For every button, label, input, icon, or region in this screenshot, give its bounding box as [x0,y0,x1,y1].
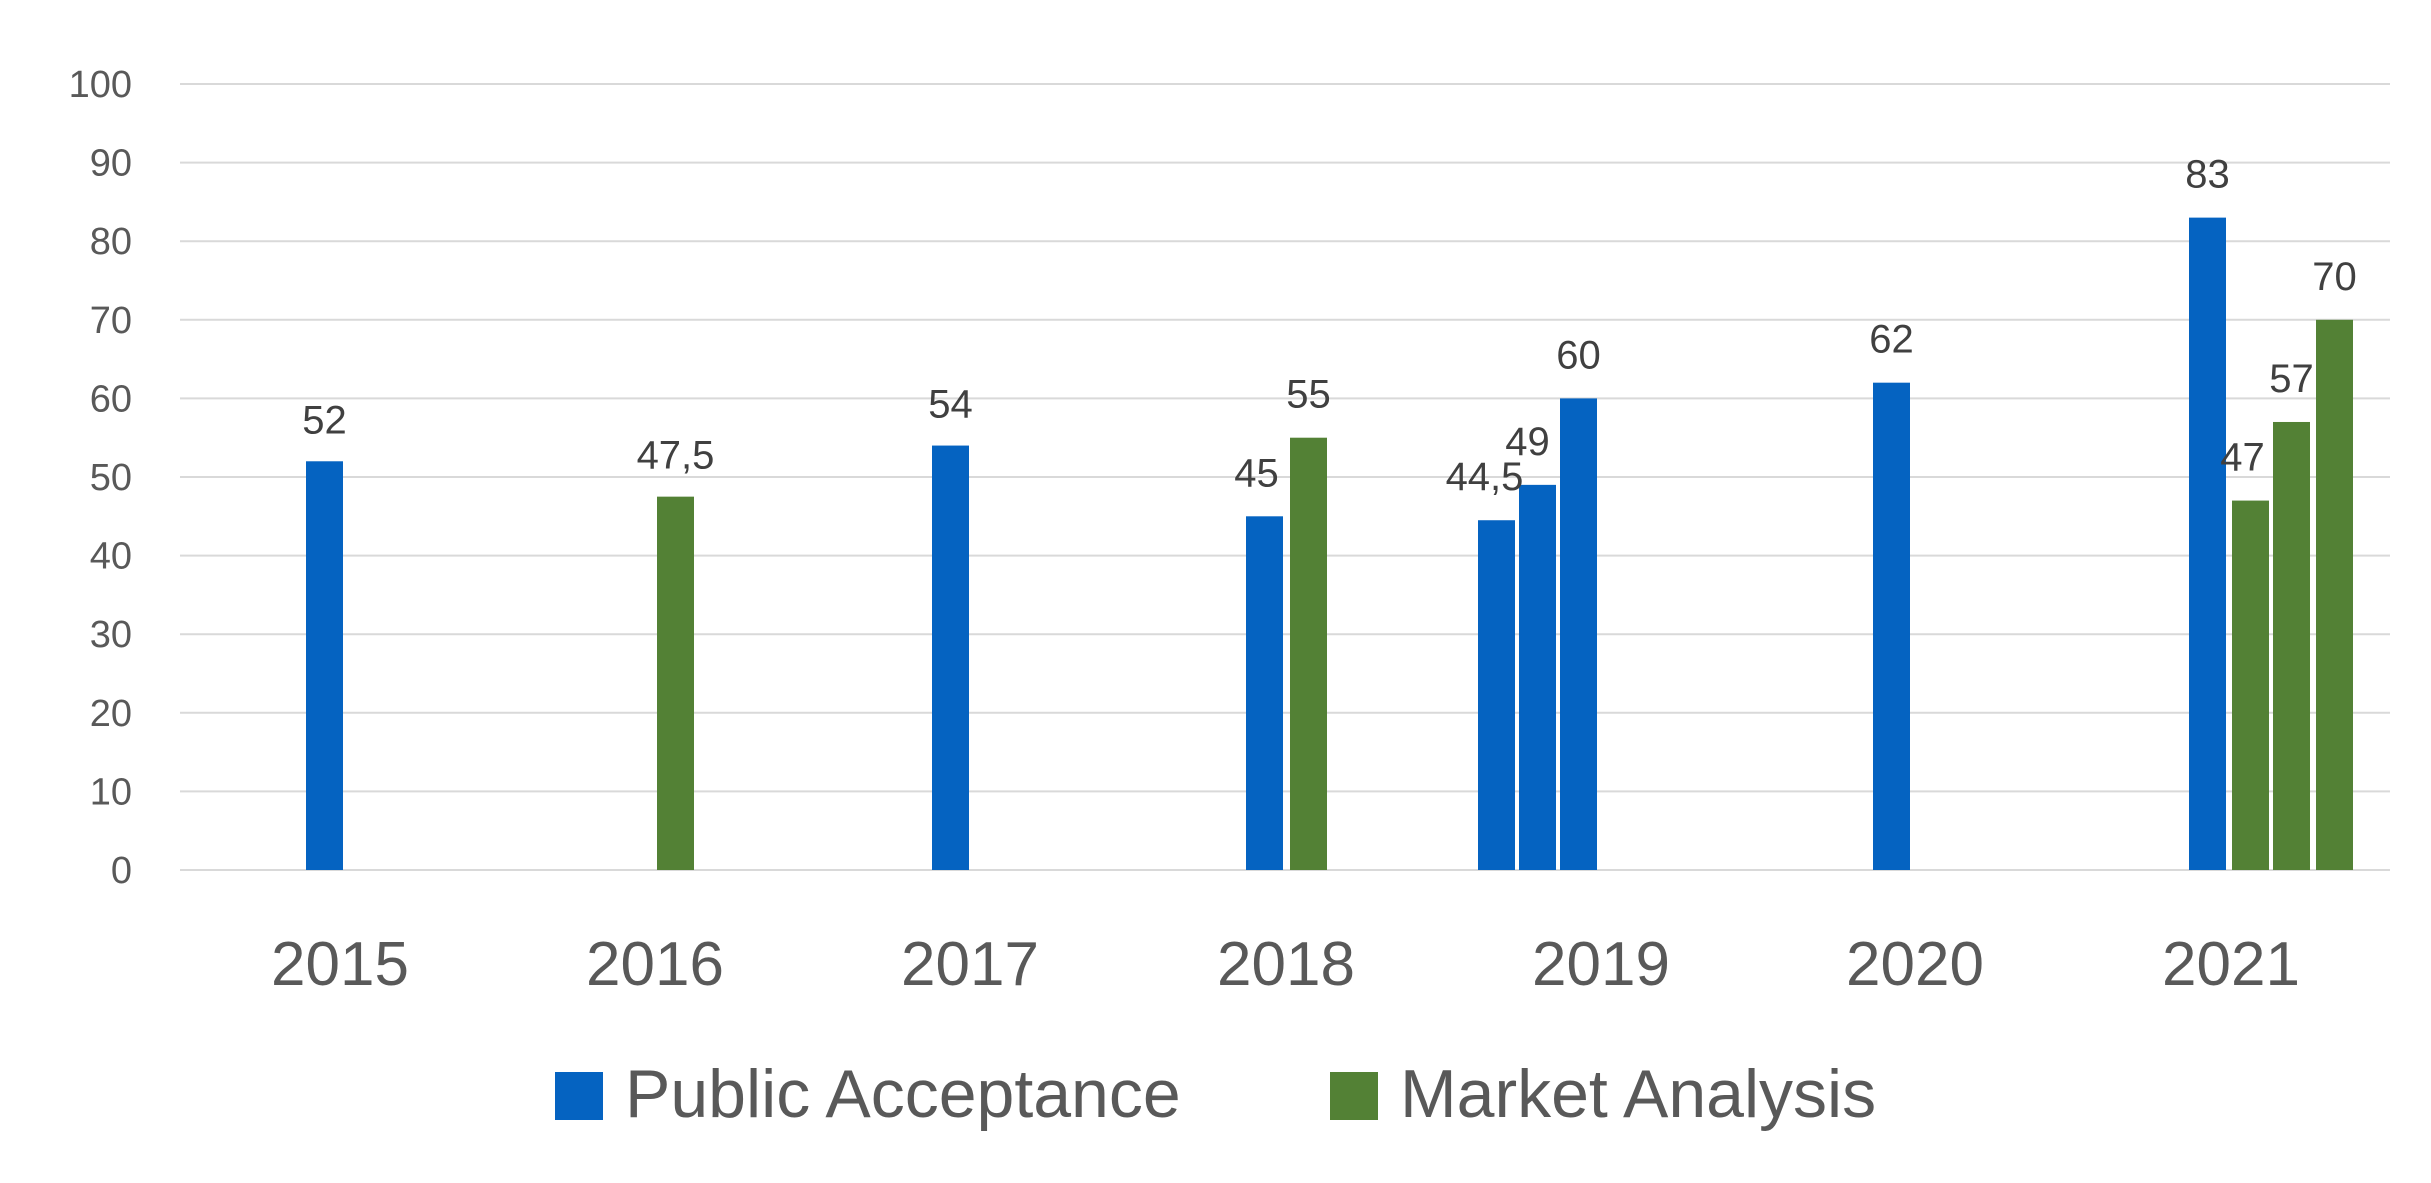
data-label: 49 [1505,420,1550,464]
bar-2018-market-analysis [1290,437,1327,870]
legend-label-market-analysis: Market Analysis [1400,1056,1876,1132]
bar-2017-public-acceptance [932,445,969,870]
y-tick-label: 10 [90,771,132,813]
data-label: 47 [2220,436,2265,480]
data-label: 57 [2269,357,2314,401]
bar-2021-market-analysis [2316,319,2353,870]
y-tick-label: 40 [90,536,132,578]
legend: Public Acceptance Market Analysis [555,1056,1876,1132]
data-label: 47,5 [637,434,715,478]
x-axis-ticks: 2015 2016 2017 2018 2019 2020 2021 [271,930,2300,999]
data-label: 55 [1286,373,1331,417]
x-tick-label: 2021 [2162,930,2300,999]
y-tick-label: 20 [90,693,132,735]
y-tick-label: 60 [90,378,132,420]
data-label: 45 [1234,451,1279,495]
x-tick-label: 2020 [1846,930,1984,999]
x-tick-label: 2015 [271,930,409,999]
bar-2021-public-acceptance [2189,217,2226,870]
bar-2018-public-acceptance [1246,516,1283,870]
bar-2016-market-analysis [657,496,694,870]
data-label: 44,5 [1446,455,1524,499]
y-tick-label: 90 [90,143,132,185]
y-tick-label: 100 [69,64,132,106]
bar-2019-public-acceptance [1478,520,1515,870]
y-axis-ticks: 0 10 20 30 40 50 60 70 80 90 100 [69,64,132,892]
y-tick-label: 80 [90,221,132,263]
x-tick-label: 2017 [901,930,1039,999]
y-tick-label: 30 [90,614,132,656]
legend-swatch-market-analysis [1330,1072,1378,1120]
legend-swatch-public-acceptance [555,1072,603,1120]
gridlines [180,83,2390,871]
data-label: 62 [1869,318,1914,362]
bar-2019-public-acceptance [1519,484,1556,870]
data-label: 70 [2312,255,2357,299]
y-tick-label: 50 [90,457,132,499]
y-tick-label: 0 [111,850,132,892]
x-tick-label: 2019 [1532,930,1670,999]
data-label: 60 [1556,333,1601,377]
bar-2021-market-analysis [2273,421,2310,870]
legend-label-public-acceptance: Public Acceptance [625,1056,1181,1132]
bar-2020-public-acceptance [1873,382,1910,870]
x-tick-label: 2016 [586,930,724,999]
bar-2019-public-acceptance [1560,398,1597,870]
bar-2015-public-acceptance [306,461,343,870]
y-tick-label: 70 [90,300,132,342]
bars [306,217,2353,870]
bar-2021-market-analysis [2232,500,2269,870]
data-label: 54 [928,383,973,427]
data-label: 83 [2185,153,2230,197]
data-label: 52 [302,398,347,442]
x-tick-label: 2018 [1217,930,1355,999]
